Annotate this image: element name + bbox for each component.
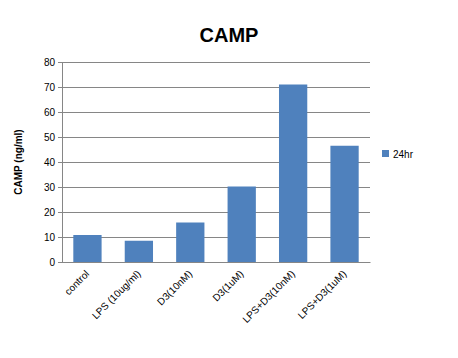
- y-tick-label: 80: [44, 57, 56, 68]
- y-tick-label: 70: [44, 82, 56, 93]
- plot: 0 10 20 30 40 50 60 70 80 controlLPS (10ug/ml) D3(…: [44, 57, 371, 325]
- y-tick-mark: [58, 87, 62, 88]
- grid-line: [62, 112, 370, 113]
- x-tick-label: LPS+D3(10nM): [240, 268, 297, 325]
- x-tick-label: control: [62, 268, 91, 297]
- y-tick: 40: [44, 157, 62, 168]
- bar: [279, 85, 307, 263]
- y-tick-mark: [58, 112, 62, 113]
- y-tick: 0: [49, 257, 62, 268]
- y-tick-mark: [58, 262, 62, 263]
- y-tick: 10: [44, 232, 62, 243]
- x-tick: control: [62, 262, 91, 297]
- y-tick-label: 50: [44, 132, 56, 143]
- grid-line: [62, 237, 370, 238]
- x-tick: D3(10nM): [155, 262, 194, 307]
- y-tick: 20: [44, 207, 62, 218]
- y-tick-mark: [58, 212, 62, 213]
- y-tick-label: 20: [44, 207, 56, 218]
- y-tick-mark: [58, 187, 62, 188]
- grid-line: [62, 162, 370, 163]
- x-tick-label: LPS (10ug/ml): [90, 268, 143, 321]
- y-tick-mark: [58, 237, 62, 238]
- bar: [73, 235, 101, 262]
- bar: [125, 241, 153, 262]
- y-axis: 0 10 20 30 40 50 60 70 80: [44, 57, 63, 268]
- y-tick-mark: [58, 62, 62, 63]
- grid-line: [62, 87, 370, 88]
- y-tick-label: 10: [44, 232, 56, 243]
- y-tick-label: 30: [44, 182, 56, 193]
- y-tick: 60: [44, 107, 62, 118]
- bar: [176, 223, 204, 263]
- legend-label: 24hr: [393, 149, 414, 160]
- bar: [330, 146, 358, 262]
- y-tick: 50: [44, 132, 62, 143]
- grid-line: [62, 137, 370, 138]
- grid: [62, 62, 370, 262]
- y-axis-line: [62, 63, 63, 263]
- grid-line: [62, 62, 370, 63]
- x-tick: LPS (10ug/ml): [90, 262, 143, 321]
- y-tick-label: 0: [49, 257, 55, 268]
- y-tick: 30: [44, 182, 62, 193]
- y-tick-label: 60: [44, 107, 56, 118]
- grid-line: [62, 187, 370, 188]
- x-tick-label: LPS+D3(1uM): [296, 268, 349, 321]
- x-tick-label: D3(10nM): [155, 268, 194, 307]
- x-tick: LPS+D3(1uM): [296, 262, 349, 321]
- y-tick: 70: [44, 82, 62, 93]
- bars: [73, 85, 358, 263]
- legend: 24hr: [382, 149, 414, 160]
- x-tick-label: D3(1uM): [210, 268, 245, 303]
- y-axis-title: CAMP (ng/ml): [13, 129, 24, 194]
- bar: [228, 187, 256, 263]
- y-tick-mark: [58, 137, 62, 138]
- x-axis-line: [63, 262, 371, 263]
- legend-swatch: [382, 150, 389, 157]
- x-tick: LPS+D3(10nM): [240, 262, 297, 325]
- chart: 0 10 20 30 40 50 60 70 80 controlLPS (10ug/ml) D3(…: [0, 0, 458, 358]
- title: CAMP: [200, 24, 259, 46]
- x-tick: D3(1uM): [210, 262, 245, 303]
- y-tick-mark: [58, 162, 62, 163]
- y-tick-label: 40: [44, 157, 56, 168]
- y-tick: 80: [44, 57, 62, 68]
- grid-line: [62, 212, 370, 213]
- x-axis: controlLPS (10ug/ml)D3(10nM)D3(1uM)LPS+D…: [62, 262, 370, 325]
- grid-line: [62, 262, 370, 263]
- legend-item: 24hr: [382, 149, 414, 160]
